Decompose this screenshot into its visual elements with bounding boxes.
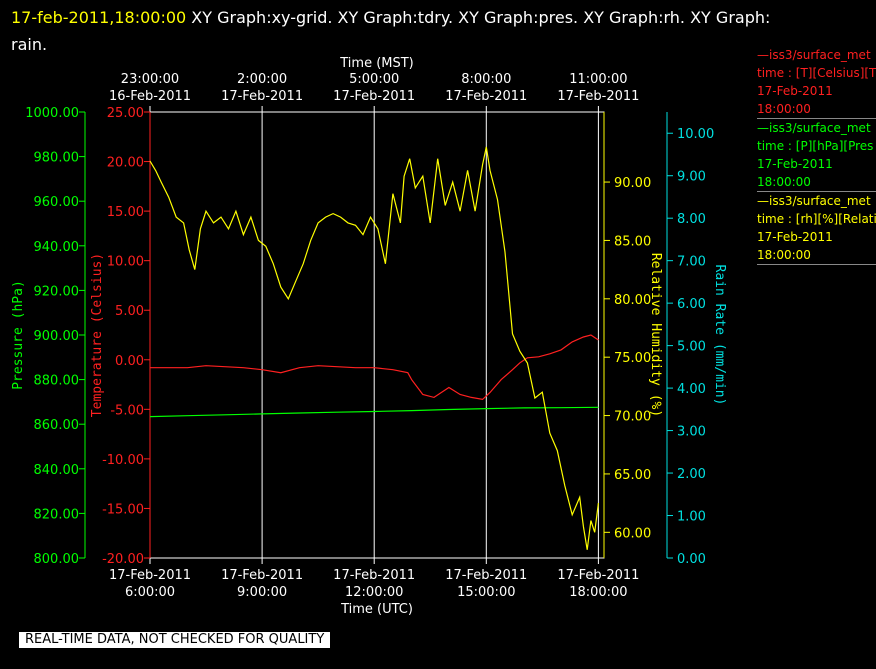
humidity-tick-label: 70.00 bbox=[614, 410, 651, 425]
legend-entry-pressure[interactable]: —iss3/surface_met time : [P][hPa][Pres 1… bbox=[757, 119, 876, 192]
legend-time: 18:00:00 bbox=[757, 175, 811, 189]
x-tick-date-mst: 17-Feb-2011 bbox=[445, 89, 527, 104]
temperature-tick-label: 5.00 bbox=[115, 304, 144, 319]
pressure-tick-label: 800.00 bbox=[34, 552, 80, 567]
series-line-humidity bbox=[149, 146, 599, 550]
x-axis-label-mst: Time (MST) bbox=[339, 56, 414, 71]
series-line-pressure bbox=[149, 406, 599, 418]
legend-series-fields: time : [T][Celsius][T bbox=[757, 66, 876, 80]
series-line-temperature bbox=[150, 334, 599, 401]
temperature-axis-label: Temperature (Celsius) bbox=[90, 253, 105, 417]
x-tick-date-mst: 17-Feb-2011 bbox=[221, 89, 303, 104]
pressure-tick-label: 820.00 bbox=[34, 507, 80, 522]
x-tick-date-utc: 17-Feb-2011 bbox=[333, 568, 415, 583]
x-tick-date-mst: 17-Feb-2011 bbox=[333, 89, 415, 104]
temperature-tick-label: 10.00 bbox=[107, 255, 144, 270]
legend: —iss3/surface_met time : [T][Celsius][T … bbox=[757, 46, 876, 265]
pressure-axis-label: Pressure (hPa) bbox=[11, 280, 26, 390]
x-tick-date-utc: 17-Feb-2011 bbox=[221, 568, 303, 583]
pressure-tick-label: 920.00 bbox=[34, 284, 80, 299]
legend-series-name: —iss3/surface_met bbox=[757, 48, 871, 62]
temperature-tick-label: 25.00 bbox=[107, 106, 144, 121]
x-tick-date-utc: 17-Feb-2011 bbox=[445, 568, 527, 583]
x-tick-time-mst: 8:00:00 bbox=[461, 72, 511, 87]
temperature-tick-label: -10.00 bbox=[102, 453, 144, 468]
legend-entry-temperature[interactable]: —iss3/surface_met time : [T][Celsius][T … bbox=[757, 46, 876, 119]
temperature-tick-label: 15.00 bbox=[107, 205, 144, 220]
rain-tick-label: 5.00 bbox=[677, 340, 706, 355]
rain-tick-label: 3.00 bbox=[677, 425, 706, 440]
pressure-tick-label: 900.00 bbox=[34, 329, 80, 344]
quality-warning-label: REAL-TIME DATA, NOT CHECKED FOR QUALITY bbox=[19, 632, 331, 648]
plot-frame bbox=[149, 111, 605, 559]
pressure-tick-label: 1000.00 bbox=[25, 106, 79, 121]
rain-tick-label: 1.00 bbox=[677, 510, 706, 525]
humidity-tick-label: 90.00 bbox=[614, 176, 651, 191]
x-tick-time-utc: 15:00:00 bbox=[457, 585, 515, 600]
x-tick-date-mst: 17-Feb-2011 bbox=[557, 89, 639, 104]
x-tick-time-utc: 9:00:00 bbox=[237, 585, 287, 600]
rain-tick-label: 4.00 bbox=[677, 382, 706, 397]
x-tick-time-utc: 12:00:00 bbox=[345, 585, 403, 600]
temperature-tick-label: -15.00 bbox=[102, 502, 144, 517]
x-tick-time-mst: 23:00:00 bbox=[121, 72, 179, 87]
pressure-tick-label: 880.00 bbox=[34, 374, 80, 389]
legend-series-fields: time : [rh][%][Relati bbox=[757, 212, 876, 226]
graph-titles-line2: rain. bbox=[11, 35, 48, 54]
humidity-tick-label: 60.00 bbox=[614, 526, 651, 541]
legend-date: 17-Feb-2011 bbox=[757, 84, 833, 98]
legend-series-fields: time : [P][hPa][Pres bbox=[757, 139, 874, 153]
x-tick-time-mst: 5:00:00 bbox=[349, 72, 399, 87]
legend-series-name: —iss3/surface_met bbox=[757, 121, 871, 135]
x-tick-time-utc: 18:00:00 bbox=[569, 585, 627, 600]
temperature-tick-label: 0.00 bbox=[115, 354, 144, 369]
x-tick-date-utc: 17-Feb-2011 bbox=[557, 568, 639, 583]
x-tick-time-mst: 11:00:00 bbox=[569, 72, 627, 87]
temperature-tick-label: -5.00 bbox=[110, 403, 144, 418]
pressure-tick-label: 980.00 bbox=[34, 151, 80, 166]
x-tick-date-utc: 17-Feb-2011 bbox=[109, 568, 191, 583]
timestamp-label: 17-feb-2011,18:00:00 bbox=[11, 8, 187, 27]
graph-titles: XY Graph:xy-grid. XY Graph:tdry. XY Grap… bbox=[186, 8, 771, 27]
rain-tick-label: 7.00 bbox=[677, 255, 706, 270]
humidity-tick-label: 85.00 bbox=[614, 234, 651, 249]
temperature-tick-label: 20.00 bbox=[107, 156, 144, 171]
rain-tick-label: 0.00 bbox=[677, 552, 706, 567]
rain-tick-label: 8.00 bbox=[677, 212, 706, 227]
legend-entry-humidity[interactable]: —iss3/surface_met time : [rh][%][Relati … bbox=[757, 192, 876, 265]
rain-tick-label: 6.00 bbox=[677, 297, 706, 312]
rain-tick-label: 9.00 bbox=[677, 170, 706, 185]
rain-axis-label: Rain Rate (mm/min) bbox=[712, 265, 727, 406]
rain-tick-label: 2.00 bbox=[677, 467, 706, 482]
temperature-tick-label: -20.00 bbox=[102, 552, 144, 567]
legend-date: 17-Feb-2011 bbox=[757, 230, 833, 244]
legend-time: 18:00:00 bbox=[757, 248, 811, 262]
x-tick-time-utc: 6:00:00 bbox=[125, 585, 175, 600]
legend-series-name: —iss3/surface_met bbox=[757, 194, 871, 208]
rain-tick-label: 10.00 bbox=[677, 127, 714, 142]
humidity-tick-label: 75.00 bbox=[614, 351, 651, 366]
x-tick-date-mst: 16-Feb-2011 bbox=[109, 89, 191, 104]
pressure-tick-label: 940.00 bbox=[34, 240, 80, 255]
humidity-tick-label: 65.00 bbox=[614, 468, 651, 483]
humidity-tick-label: 80.00 bbox=[614, 293, 651, 308]
x-axis-label-utc: Time (UTC) bbox=[340, 602, 413, 617]
legend-time: 18:00:00 bbox=[757, 102, 811, 116]
legend-date: 17-Feb-2011 bbox=[757, 157, 833, 171]
pressure-tick-label: 840.00 bbox=[34, 463, 80, 478]
pressure-tick-label: 860.00 bbox=[34, 418, 80, 433]
pressure-tick-label: 960.00 bbox=[34, 195, 80, 210]
humidity-axis-label: Relative Humidity (%) bbox=[648, 253, 663, 417]
page-title: 17-feb-2011,18:00:00 XY Graph:xy-grid. X… bbox=[11, 4, 861, 58]
x-tick-time-mst: 2:00:00 bbox=[237, 72, 287, 87]
